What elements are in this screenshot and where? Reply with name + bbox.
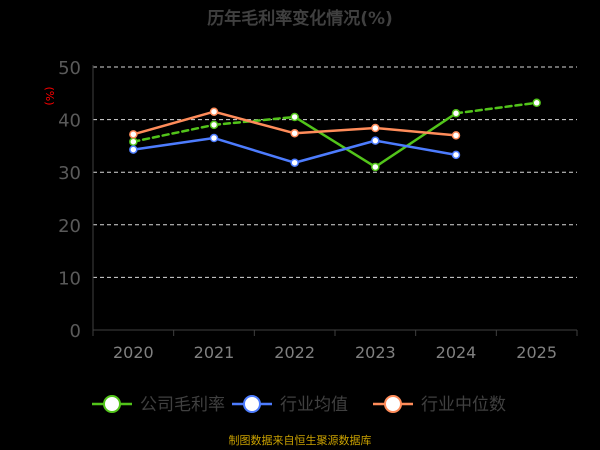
data-point bbox=[129, 130, 138, 139]
legend-marker bbox=[384, 395, 402, 413]
data-point bbox=[290, 129, 299, 138]
series-segment bbox=[132, 110, 216, 136]
chart-title: 历年毛利率变化情况(%) bbox=[207, 9, 393, 29]
data-point bbox=[451, 150, 461, 160]
series-segment bbox=[374, 139, 458, 157]
gridlines bbox=[93, 66, 577, 278]
legend: 公司毛利率 行业均值 行业中位数 bbox=[92, 395, 506, 415]
y-tick-label: 50 bbox=[58, 58, 81, 79]
data-point bbox=[371, 136, 380, 145]
data-point bbox=[451, 131, 461, 140]
legend-label: 行业中位数 bbox=[421, 395, 506, 415]
x-tick-label: 2022 bbox=[274, 343, 315, 362]
series-segment bbox=[212, 110, 296, 135]
series-segment bbox=[132, 123, 216, 143]
data-point bbox=[209, 120, 219, 130]
y-tick-label: 20 bbox=[58, 216, 81, 237]
legend-marker bbox=[103, 395, 121, 413]
x-tick-label: 2021 bbox=[194, 343, 235, 362]
series-segment bbox=[293, 126, 377, 135]
series-segment bbox=[293, 139, 377, 164]
series-segment bbox=[132, 136, 216, 151]
data-point bbox=[290, 158, 299, 167]
data-point bbox=[209, 107, 219, 116]
data-point bbox=[371, 162, 380, 172]
legend-label: 公司毛利率 bbox=[140, 395, 225, 415]
legend-label: 行业均值 bbox=[280, 395, 348, 415]
y-tick-label: 10 bbox=[58, 268, 81, 289]
data-point bbox=[129, 145, 138, 154]
y-axis-unit-label: (%) bbox=[43, 86, 56, 105]
series-segment bbox=[374, 112, 458, 169]
data-point bbox=[532, 98, 541, 108]
data-point bbox=[209, 133, 219, 143]
data-point bbox=[129, 137, 138, 146]
y-tick-label: 30 bbox=[58, 163, 81, 184]
series-segment bbox=[293, 115, 377, 169]
x-tick-label: 2020 bbox=[113, 343, 154, 362]
axes bbox=[92, 65, 578, 336]
data-point bbox=[451, 109, 461, 118]
x-tick-label: 2024 bbox=[436, 343, 477, 362]
series-segment bbox=[212, 115, 296, 127]
data-point bbox=[371, 123, 380, 133]
y-tick-label: 40 bbox=[58, 111, 81, 132]
data-point bbox=[290, 112, 299, 122]
series-lines bbox=[129, 98, 541, 172]
source-footer: 制图数据来自恒生聚源数据库 bbox=[228, 434, 372, 447]
series-segment bbox=[454, 101, 538, 115]
legend-marker bbox=[243, 395, 261, 413]
x-tick-label: 2023 bbox=[355, 343, 396, 362]
series-segment bbox=[374, 126, 458, 137]
x-tick-label: 2025 bbox=[516, 343, 557, 362]
series-segment bbox=[212, 136, 296, 164]
y-tick-label: 0 bbox=[70, 321, 81, 342]
tick-labels: 0 10 20 30 40 50(%) 2020 2021 2022 2023 2024 2025 bbox=[43, 58, 557, 362]
